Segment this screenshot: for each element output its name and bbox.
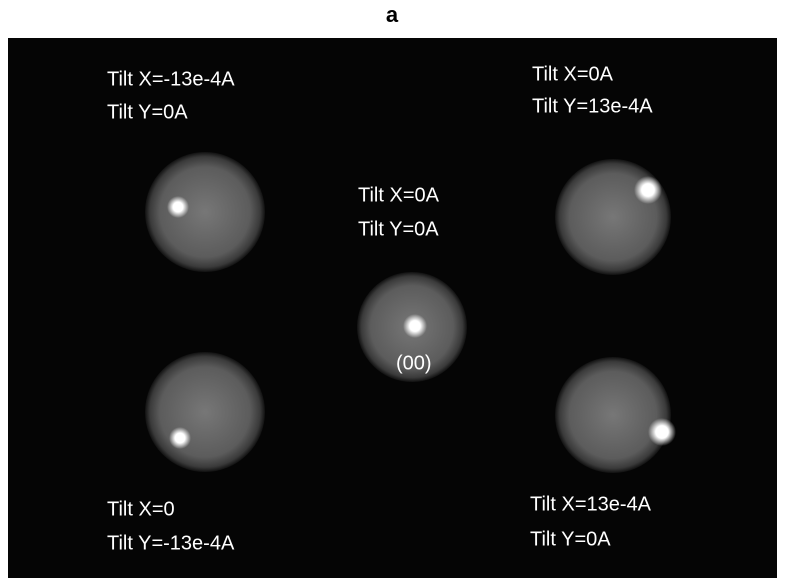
tilt-y-label: Tilt Y=0A [530,528,611,550]
tilt-y-label: Tilt Y=0A [107,101,188,123]
disc [555,357,671,473]
bright-spot [648,418,676,446]
tilt-y-label: Tilt Y=0A [358,218,439,240]
page: a Tilt X=-13e-4A Tilt Y=0A Tilt X=0A Til… [0,0,785,583]
bright-spot [169,427,191,449]
spot-label: (00) [396,352,432,374]
bright-spot [634,176,662,204]
tilt-y-label: Tilt Y=-13e-4A [107,532,235,554]
figure: a Tilt X=-13e-4A Tilt Y=0A Tilt X=0A Til… [0,0,785,583]
tilt-x-label: Tilt X=-13e-4A [107,68,235,90]
pattern [145,152,265,272]
tilt-x-label: Tilt X=0A [532,63,614,85]
disc [555,159,671,275]
pattern [555,159,671,275]
bright-spot [403,314,427,338]
panel-label: a [386,2,399,27]
pattern [145,352,265,472]
bright-spot [167,196,189,218]
tilt-x-label: Tilt X=0 [107,498,175,520]
disc [145,352,265,472]
tilt-y-label: Tilt Y=13e-4A [532,95,653,117]
tilt-x-label: Tilt X=13e-4A [530,493,652,515]
disc [145,152,265,272]
tilt-x-label: Tilt X=0A [358,184,440,206]
